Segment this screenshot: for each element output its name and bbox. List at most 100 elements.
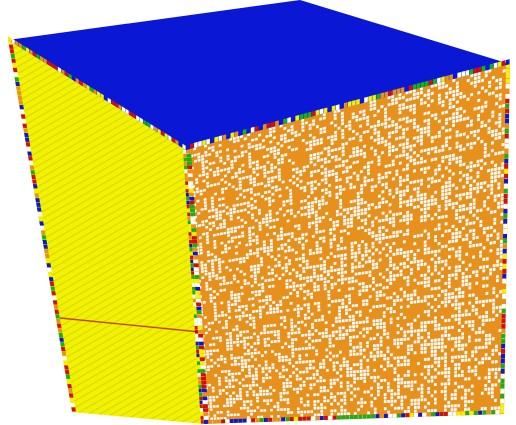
sticker <box>219 159 223 163</box>
sticker <box>441 148 445 152</box>
sticker <box>264 350 268 354</box>
sticker <box>283 408 287 411</box>
sticker <box>363 176 367 180</box>
sticker <box>256 399 260 403</box>
sticker <box>339 381 343 385</box>
sticker <box>430 91 434 96</box>
sticker <box>399 287 403 291</box>
sticker <box>380 364 383 368</box>
sticker <box>358 282 362 286</box>
sticker <box>216 232 220 236</box>
sticker <box>434 234 438 239</box>
sticker <box>444 195 448 200</box>
sticker <box>390 364 393 368</box>
sticker <box>434 201 438 206</box>
sticker <box>383 353 387 357</box>
sticker <box>464 350 468 355</box>
sticker <box>273 231 276 235</box>
sticker <box>417 329 420 333</box>
sticker <box>240 224 244 229</box>
edge-sticker <box>200 420 204 424</box>
sticker <box>378 219 382 223</box>
edge-sticker <box>11 58 16 63</box>
sticker <box>444 367 447 371</box>
sticker <box>355 310 359 314</box>
sticker <box>323 280 327 284</box>
sticker <box>267 190 271 194</box>
sticker <box>427 236 431 240</box>
edge-sticker <box>58 332 64 338</box>
sticker <box>416 124 420 129</box>
sticker <box>396 316 400 320</box>
sticker <box>427 184 431 189</box>
edge-sticker <box>34 193 40 198</box>
sticker <box>307 205 311 209</box>
sticker <box>451 295 455 300</box>
sticker <box>409 159 413 163</box>
sticker <box>445 121 448 126</box>
sticker <box>211 145 215 149</box>
sticker <box>319 130 323 135</box>
sticker <box>265 134 269 139</box>
sticker <box>407 406 410 410</box>
sticker <box>359 345 363 349</box>
sticker <box>494 121 498 125</box>
sticker <box>276 141 280 146</box>
sticker <box>416 296 420 300</box>
sticker <box>311 322 314 326</box>
sticker <box>452 119 456 124</box>
sticker <box>229 214 233 218</box>
sticker <box>240 292 244 296</box>
sticker <box>469 142 473 146</box>
edge-sticker <box>416 82 421 89</box>
edge-sticker <box>12 63 17 68</box>
edge-sticker <box>275 120 279 127</box>
sticker <box>297 314 300 318</box>
sticker <box>413 205 417 210</box>
sticker <box>282 296 286 300</box>
sticker <box>373 113 377 118</box>
sticker <box>331 334 335 338</box>
edge-sticker <box>195 341 199 346</box>
sticker <box>392 274 396 278</box>
sticker <box>494 344 498 348</box>
sticker <box>434 197 438 202</box>
sticker <box>437 323 441 327</box>
edge-sticker <box>502 244 507 249</box>
edge-sticker <box>192 251 198 256</box>
sticker <box>301 333 304 337</box>
sticker <box>341 118 344 123</box>
sticker <box>204 150 208 154</box>
sticker <box>444 203 448 207</box>
sticker <box>214 255 218 259</box>
edge-sticker <box>150 124 154 130</box>
sticker <box>310 184 314 188</box>
sticker <box>377 176 381 181</box>
sticker <box>285 186 289 190</box>
sticker <box>218 267 222 271</box>
sticker <box>226 341 229 345</box>
sticker <box>381 232 385 237</box>
sticker <box>208 396 212 399</box>
sticker <box>455 216 458 221</box>
sticker <box>225 326 229 329</box>
sticker <box>389 281 393 285</box>
sticker <box>494 132 498 137</box>
sticker <box>363 179 367 184</box>
sticker <box>402 178 406 183</box>
sticker <box>486 226 490 230</box>
edge-sticker <box>42 239 48 245</box>
sticker <box>444 222 448 226</box>
sticker <box>469 119 473 123</box>
sticker <box>243 201 247 206</box>
sticker <box>488 337 492 341</box>
edge-sticker <box>341 415 345 420</box>
sticker <box>454 276 458 280</box>
edge-sticker <box>193 259 199 264</box>
sticker <box>434 360 437 364</box>
sticker <box>201 223 205 227</box>
sticker <box>378 237 382 241</box>
sticker <box>272 307 276 311</box>
sticker <box>286 219 290 223</box>
sticker <box>458 193 462 197</box>
